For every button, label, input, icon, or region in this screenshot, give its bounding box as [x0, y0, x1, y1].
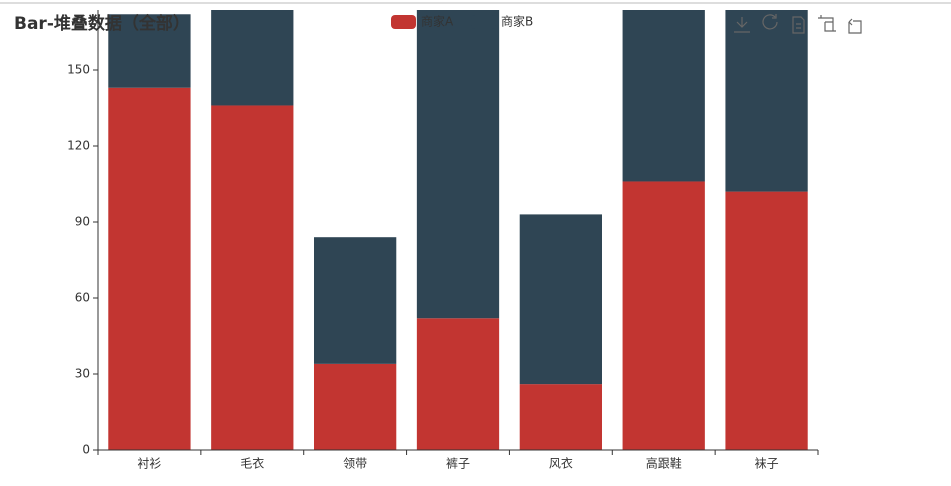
x-tick-label: 衬衫: [137, 457, 161, 471]
bar: [314, 237, 397, 364]
x-tick-label: 袜子: [755, 457, 779, 471]
bar: [314, 363, 397, 450]
x-tick-label: 高跟鞋: [646, 456, 682, 471]
bar: [519, 214, 602, 385]
bar: [416, 318, 500, 450]
bar: [108, 14, 191, 88]
restore-icon[interactable]: [762, 14, 778, 30]
bar: [108, 87, 191, 450]
bar: [211, 10, 294, 106]
y-tick-label: 150: [67, 63, 90, 77]
save-icon[interactable]: [734, 17, 750, 33]
y-tick-label: 30: [75, 367, 90, 381]
chart-title: Bar-堆叠数据（全部）: [14, 13, 190, 34]
legend-label: 商家A: [421, 14, 454, 29]
bar: [622, 10, 705, 182]
x-tick-label: 毛衣: [240, 456, 264, 471]
bar: [725, 10, 808, 192]
plot-area: [108, 10, 808, 450]
toolbox: [734, 14, 862, 34]
zoom-back-icon[interactable]: [848, 18, 862, 34]
legend-swatch: [471, 15, 496, 29]
x-tick-label: 领带: [343, 457, 367, 471]
bar: [211, 105, 294, 450]
bar: [519, 384, 602, 450]
legend: 商家A 商家B: [391, 14, 533, 29]
y-tick-label: 90: [75, 215, 90, 229]
legend-label: 商家B: [501, 14, 533, 29]
zoom-icon[interactable]: [818, 15, 836, 32]
x-tick-label: 裤子: [446, 457, 470, 471]
y-tick-label: 60: [75, 291, 90, 305]
bar: [725, 191, 808, 450]
y-tick-label: 120: [67, 139, 90, 153]
legend-swatch: [391, 15, 416, 29]
y-tick-label: 0: [82, 443, 90, 457]
data-view-icon[interactable]: [792, 16, 805, 34]
bar: [416, 10, 500, 319]
x-tick-label: 风衣: [549, 456, 573, 471]
bar: [622, 181, 705, 450]
